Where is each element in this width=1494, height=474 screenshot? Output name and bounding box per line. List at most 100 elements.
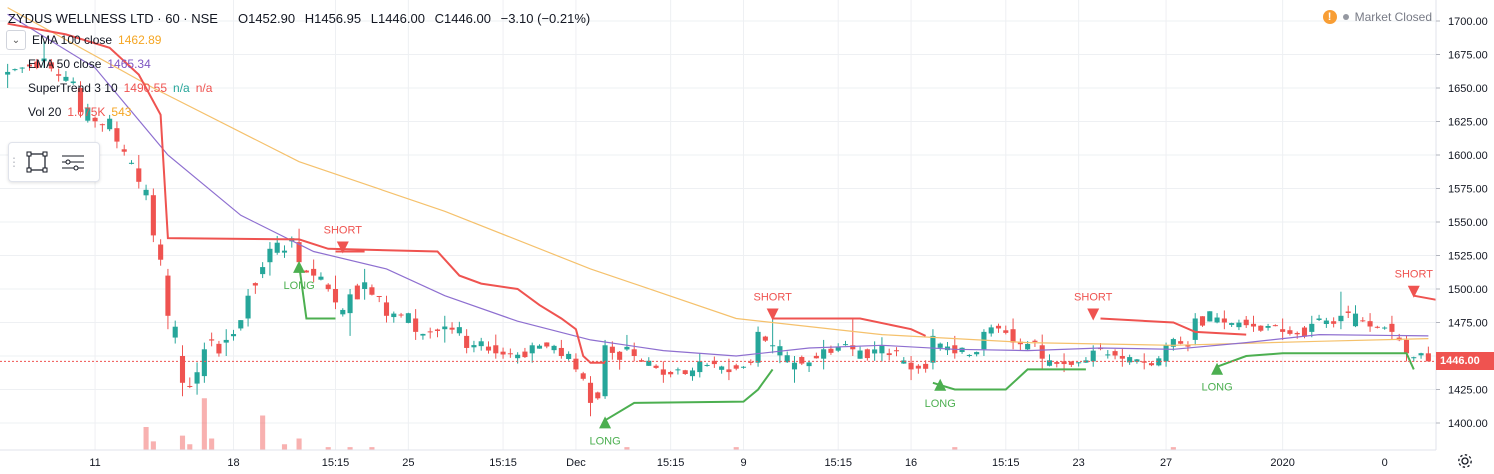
ohlc-values: O1452.90 H1456.95 L1446.00 C1446.00 −3.1… bbox=[238, 11, 596, 26]
candle bbox=[908, 356, 914, 381]
long-arrow bbox=[599, 416, 612, 429]
candle bbox=[893, 347, 900, 357]
warning-icon[interactable]: ! bbox=[1322, 10, 1337, 24]
candle-body bbox=[835, 346, 841, 351]
time-tick-label: 15:15 bbox=[489, 457, 517, 469]
price-tick-label: 1425.00 bbox=[1448, 385, 1488, 397]
candle-body bbox=[391, 313, 397, 318]
candle bbox=[376, 295, 382, 303]
short-arrow bbox=[766, 308, 779, 321]
candle bbox=[1178, 336, 1184, 345]
volume-bar bbox=[187, 444, 193, 450]
candle-body bbox=[1192, 318, 1198, 340]
short-signal: SHORT bbox=[753, 291, 792, 321]
candle-body bbox=[551, 345, 557, 351]
candle-body bbox=[92, 117, 98, 122]
indicator-volume[interactable]: Vol 20 1.075K 543 bbox=[8, 100, 596, 124]
candle bbox=[952, 335, 958, 359]
supertrend-up-line bbox=[1216, 352, 1415, 370]
candle-body bbox=[762, 336, 768, 341]
candle-body bbox=[1156, 358, 1162, 366]
candle-body bbox=[340, 309, 346, 315]
supertrend-value: 1490.55 bbox=[123, 81, 168, 95]
candle bbox=[172, 320, 178, 344]
candle-body bbox=[165, 275, 171, 316]
candle bbox=[63, 71, 69, 82]
candle bbox=[1039, 334, 1045, 370]
price-tick-label: 1600.00 bbox=[1448, 150, 1488, 162]
candle bbox=[267, 242, 273, 276]
candle bbox=[1163, 342, 1169, 367]
candle-body bbox=[1214, 317, 1220, 323]
candle-body bbox=[799, 357, 805, 364]
candle-body bbox=[1316, 318, 1322, 320]
candle-body bbox=[1105, 354, 1111, 356]
indicator-supertrend[interactable]: SuperTrend 3 10 1490.55 n/a n/a bbox=[8, 76, 596, 100]
candle-body bbox=[1338, 315, 1344, 322]
list-icon[interactable] bbox=[55, 146, 91, 178]
candle-body bbox=[1119, 356, 1125, 359]
candle-body bbox=[580, 373, 586, 379]
candle bbox=[165, 268, 171, 330]
candle bbox=[201, 342, 207, 383]
candle bbox=[493, 334, 499, 359]
candle bbox=[281, 245, 288, 258]
candle-body bbox=[216, 343, 222, 354]
indicator-ema100[interactable]: ⌄ EMA 100 close 1462.89 bbox=[6, 28, 596, 52]
candle-body bbox=[1265, 325, 1271, 328]
time-tick-label: 16 bbox=[905, 457, 917, 469]
candle bbox=[92, 116, 98, 128]
candle bbox=[602, 339, 608, 399]
time-tick-label: 15:15 bbox=[824, 457, 852, 469]
candle bbox=[413, 309, 419, 340]
time-axis[interactable]: 11 18 15:15 25 15:15 Dec 15:15 9 15:15 16 15:15 23 2… bbox=[89, 457, 1387, 469]
candle bbox=[1068, 361, 1074, 367]
candle bbox=[216, 340, 222, 357]
supertrend-down-line bbox=[772, 317, 927, 337]
grip-icon[interactable]: ⋮ bbox=[8, 155, 20, 169]
candle-body bbox=[274, 242, 280, 253]
candle-body bbox=[1032, 340, 1038, 342]
candle-body bbox=[1287, 330, 1293, 334]
candle-body bbox=[733, 365, 739, 369]
candle bbox=[740, 366, 747, 369]
candle bbox=[187, 377, 193, 389]
candle bbox=[150, 188, 156, 243]
candle-body bbox=[515, 354, 521, 359]
candle-body bbox=[624, 346, 630, 350]
candle-body bbox=[1185, 345, 1191, 347]
volume-bar bbox=[281, 444, 288, 450]
supertrend-extra2: n/a bbox=[195, 81, 213, 95]
chevron-down-icon[interactable]: ⌄ bbox=[6, 30, 26, 50]
candle bbox=[864, 348, 870, 361]
candle-body bbox=[99, 124, 105, 126]
candle-body bbox=[187, 385, 193, 387]
candle bbox=[886, 348, 892, 361]
candle bbox=[398, 312, 404, 318]
candle bbox=[1360, 317, 1366, 323]
rectangle-icon[interactable] bbox=[19, 146, 55, 178]
candle-body bbox=[886, 353, 892, 356]
candle bbox=[558, 339, 564, 359]
candle-body bbox=[1389, 323, 1395, 332]
candle bbox=[303, 269, 309, 273]
time-tick-label: 23 bbox=[1073, 457, 1085, 469]
volume-bar bbox=[260, 415, 266, 450]
market-status[interactable]: ! Market Closed bbox=[1322, 10, 1432, 24]
indicator-lines bbox=[7, 7, 1436, 422]
indicator-ema50[interactable]: EMA 50 close 1465.34 bbox=[8, 52, 596, 76]
candle-body bbox=[1403, 339, 1410, 354]
candle bbox=[631, 342, 637, 362]
candle bbox=[340, 308, 346, 317]
candle-body bbox=[296, 242, 302, 263]
symbol-title[interactable]: ZYDUS WELLNESS LTD · 60 · NSE bbox=[8, 10, 218, 26]
candle-body bbox=[158, 244, 164, 260]
candle bbox=[41, 41, 47, 68]
candle bbox=[1374, 325, 1380, 329]
candle bbox=[427, 327, 433, 339]
candle bbox=[1418, 352, 1424, 359]
candle bbox=[1207, 311, 1213, 322]
gear-icon[interactable] bbox=[1456, 452, 1474, 470]
time-tick-label: 27 bbox=[1160, 457, 1172, 469]
